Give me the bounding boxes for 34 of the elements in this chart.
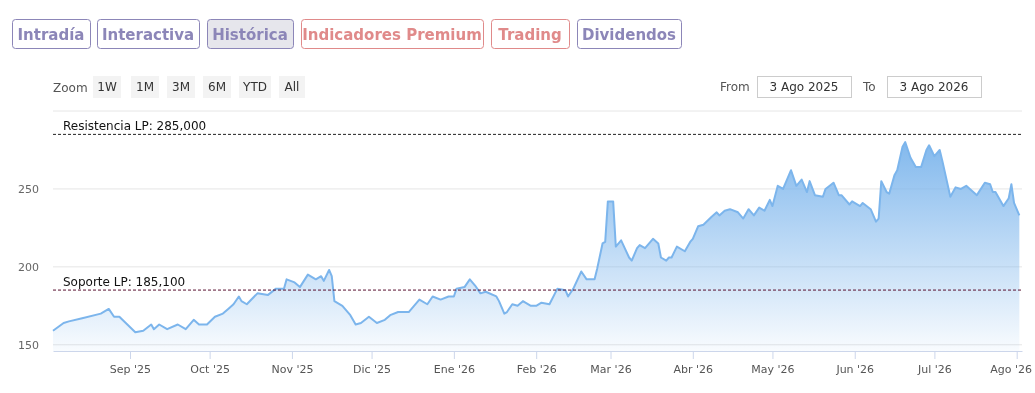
x-tick-label: Ago '26: [990, 362, 1032, 376]
tab-button: Interactiva: [97, 19, 200, 49]
tab-button: Intradía: [12, 19, 91, 49]
text: From: [720, 80, 750, 94]
x-tick-label: Sep '25: [109, 362, 152, 376]
tab-button: Histórica: [207, 19, 294, 49]
y-tick-label: 200: [18, 260, 39, 274]
zoom-button: All: [279, 76, 305, 98]
zoom-button: 1W: [93, 76, 121, 98]
x-tick-label: Jul '26: [916, 362, 952, 376]
x-tick-label: Feb '26: [516, 362, 557, 376]
x-tick-label: Ene '26: [433, 362, 475, 376]
tab-button: Indicadores Premium: [301, 19, 484, 49]
zoom-button: 6M: [203, 76, 231, 98]
date-field: 3 Ago 2025: [757, 76, 852, 98]
text: To: [862, 80, 876, 94]
x-tick-label: May '26: [751, 362, 795, 376]
text: Zoom: [53, 81, 88, 95]
x-tick-label: Dic '25: [353, 362, 392, 376]
ref-line-label: Resistencia LP: 285,000: [63, 119, 207, 134]
tab-button: Trading: [491, 19, 570, 49]
x-tick-label: Jun '26: [835, 362, 875, 376]
y-tick-label: 250: [18, 182, 39, 196]
ref-line-label: Soporte LP: 185,100: [63, 275, 186, 290]
zoom-button: YTD: [239, 76, 271, 98]
x-tick-label: Nov '25: [271, 362, 314, 376]
tab-button: Dividendos: [577, 19, 682, 49]
x-tick-label: Mar '26: [590, 362, 632, 376]
zoom-button: 3M: [167, 76, 195, 98]
date-field: 3 Ago 2026: [887, 76, 982, 98]
y-tick-label: 150: [18, 338, 39, 352]
zoom-button: 1M: [131, 76, 159, 98]
x-tick-label: Oct '25: [190, 362, 230, 376]
x-tick-label: Abr '26: [673, 362, 714, 376]
